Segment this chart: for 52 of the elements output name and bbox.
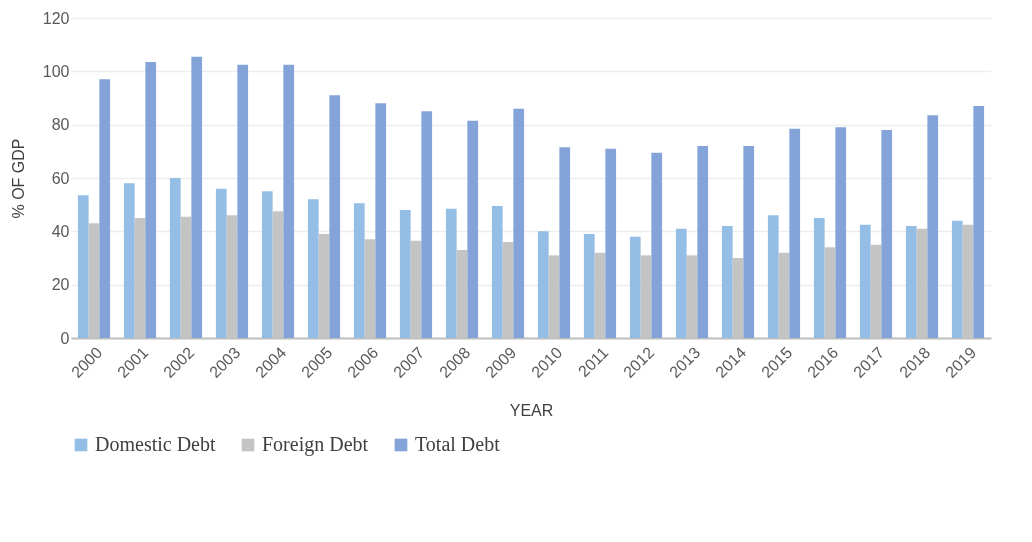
bar <box>951 220 963 338</box>
bar <box>421 111 433 338</box>
y-tick-label: 100 <box>42 62 70 80</box>
bar <box>353 203 365 338</box>
bar <box>629 236 641 338</box>
y-tick-label: 120 <box>42 9 70 27</box>
bar <box>77 195 89 338</box>
bar <box>513 108 525 338</box>
bar <box>375 103 387 338</box>
bar <box>767 215 779 338</box>
bar <box>881 130 893 338</box>
bar <box>237 64 249 338</box>
legend-label: Total Debt <box>415 433 501 455</box>
bar <box>445 208 457 338</box>
bar <box>283 64 295 338</box>
legend-label: Domestic Debt <box>95 433 216 455</box>
bar <box>859 224 871 338</box>
y-tick-label: 20 <box>51 276 70 294</box>
bar <box>721 226 733 338</box>
bar <box>835 127 847 338</box>
bar <box>743 146 755 338</box>
bar <box>99 79 111 338</box>
bar <box>307 199 319 338</box>
y-axis-title: % OF GDP <box>9 138 27 219</box>
bar <box>813 218 825 338</box>
bar <box>675 228 687 338</box>
bar <box>605 148 617 338</box>
bar <box>399 210 411 338</box>
bar <box>927 115 939 338</box>
bar <box>559 147 571 338</box>
y-tick-label: 80 <box>51 116 70 134</box>
bar <box>651 152 663 338</box>
bar <box>145 62 157 338</box>
bar <box>123 183 135 338</box>
bar <box>491 206 503 338</box>
bar <box>215 188 227 338</box>
y-tick-label: 0 <box>60 329 70 347</box>
x-axis-title: YEAR <box>509 401 554 419</box>
legend-label: Foreign Debt <box>262 433 369 456</box>
y-tick-label: 40 <box>51 222 70 240</box>
bar <box>537 231 549 338</box>
bar <box>697 146 709 338</box>
bar <box>789 128 801 338</box>
y-tick-label: 60 <box>51 169 70 187</box>
bar <box>329 95 341 338</box>
bar <box>905 226 917 338</box>
bar <box>261 191 273 338</box>
bar <box>467 120 479 338</box>
bar <box>973 106 985 338</box>
bar <box>583 234 595 338</box>
bar <box>169 178 181 338</box>
bar <box>191 56 203 338</box>
